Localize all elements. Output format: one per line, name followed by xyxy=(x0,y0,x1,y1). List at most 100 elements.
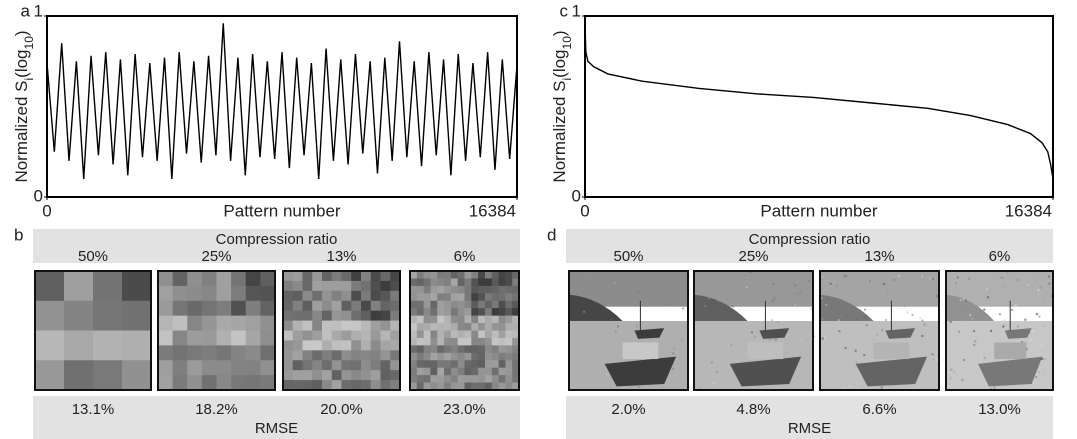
image-block xyxy=(512,285,520,294)
header: Compression ratio xyxy=(216,231,338,248)
noise xyxy=(1014,304,1017,307)
image-block xyxy=(484,337,493,346)
image-block xyxy=(361,340,372,351)
image-block xyxy=(331,330,342,341)
image-block xyxy=(245,345,261,361)
image-block xyxy=(491,330,500,339)
noise xyxy=(824,336,827,339)
noise xyxy=(948,297,951,300)
image-block xyxy=(484,367,493,376)
noise xyxy=(869,280,872,283)
noise xyxy=(959,299,962,302)
noise xyxy=(672,352,675,355)
reconstruction-image xyxy=(568,270,690,391)
image-block xyxy=(471,278,479,287)
noise xyxy=(1031,335,1034,338)
noise xyxy=(665,352,668,355)
image-block xyxy=(331,380,342,391)
noise xyxy=(617,325,620,328)
image-block xyxy=(444,345,452,354)
image-block xyxy=(450,330,459,339)
noise xyxy=(696,379,699,382)
image-block xyxy=(478,360,486,369)
noise xyxy=(986,296,989,299)
image-block xyxy=(471,330,479,339)
ratio-label: 6% xyxy=(454,248,476,265)
x-axis-label: Pattern number xyxy=(223,201,341,220)
image-block xyxy=(64,360,94,391)
ratio-label: 50% xyxy=(78,248,108,265)
y-axis-label: Normalized Si(log10) xyxy=(550,30,574,182)
image-block xyxy=(457,315,465,324)
noise xyxy=(883,283,886,286)
image-block xyxy=(491,285,500,294)
image-block xyxy=(35,330,65,361)
image-block xyxy=(35,360,65,391)
subscript: 10 xyxy=(22,36,36,50)
image-block xyxy=(312,271,323,282)
image-block xyxy=(471,271,479,279)
image-frame xyxy=(157,270,276,391)
image-block xyxy=(302,300,313,312)
image-block xyxy=(370,360,381,371)
noise xyxy=(1047,275,1050,278)
noise xyxy=(643,358,646,361)
image-block xyxy=(93,330,123,361)
noise xyxy=(932,358,935,361)
image-block xyxy=(216,345,232,361)
noise xyxy=(745,286,748,289)
image-block xyxy=(331,310,342,322)
x-tick-label: 0 xyxy=(42,201,51,220)
noise xyxy=(837,319,840,322)
image-block xyxy=(341,271,352,282)
noise xyxy=(967,277,970,280)
image-block xyxy=(260,330,276,346)
image-block xyxy=(498,375,506,384)
image-block xyxy=(370,280,381,292)
image-block xyxy=(478,345,486,354)
image-block xyxy=(370,271,381,282)
image-block xyxy=(512,360,520,369)
noise xyxy=(726,333,729,336)
image-frame xyxy=(282,270,401,391)
image-block xyxy=(322,380,333,391)
image-block xyxy=(491,323,500,331)
image-block xyxy=(260,315,276,331)
image-block xyxy=(416,375,425,384)
image-block xyxy=(505,375,513,384)
image-block xyxy=(437,352,445,361)
subscript: i xyxy=(22,78,36,81)
image-block xyxy=(351,300,362,312)
noise xyxy=(926,292,929,295)
noise xyxy=(1026,284,1029,287)
y-axis-label: Normalized Si(log10) xyxy=(12,30,36,182)
image-block xyxy=(370,370,381,381)
label-part: Normalized S xyxy=(550,81,569,183)
image-block xyxy=(505,352,513,361)
image-block xyxy=(187,330,203,346)
reconstruction-image xyxy=(693,270,815,391)
noise xyxy=(750,331,753,334)
image-block xyxy=(457,300,465,309)
noise xyxy=(844,274,847,277)
image-block xyxy=(498,293,506,302)
image-block xyxy=(390,380,401,391)
image-block xyxy=(361,370,372,381)
image-block xyxy=(292,350,303,361)
image-block xyxy=(302,330,313,341)
image-block xyxy=(416,308,425,317)
rmse-value: 18.2% xyxy=(195,401,238,418)
image-block xyxy=(216,330,232,346)
image-block xyxy=(331,300,342,312)
image-block xyxy=(423,308,431,317)
image-block xyxy=(498,337,506,346)
image-block xyxy=(351,370,362,381)
image-block xyxy=(491,300,500,309)
noise xyxy=(1035,375,1038,378)
image-block xyxy=(158,285,174,302)
image-block xyxy=(423,330,431,339)
header-band xyxy=(33,229,520,263)
cabin xyxy=(747,342,784,360)
image-block xyxy=(322,280,333,292)
noise xyxy=(980,352,983,355)
